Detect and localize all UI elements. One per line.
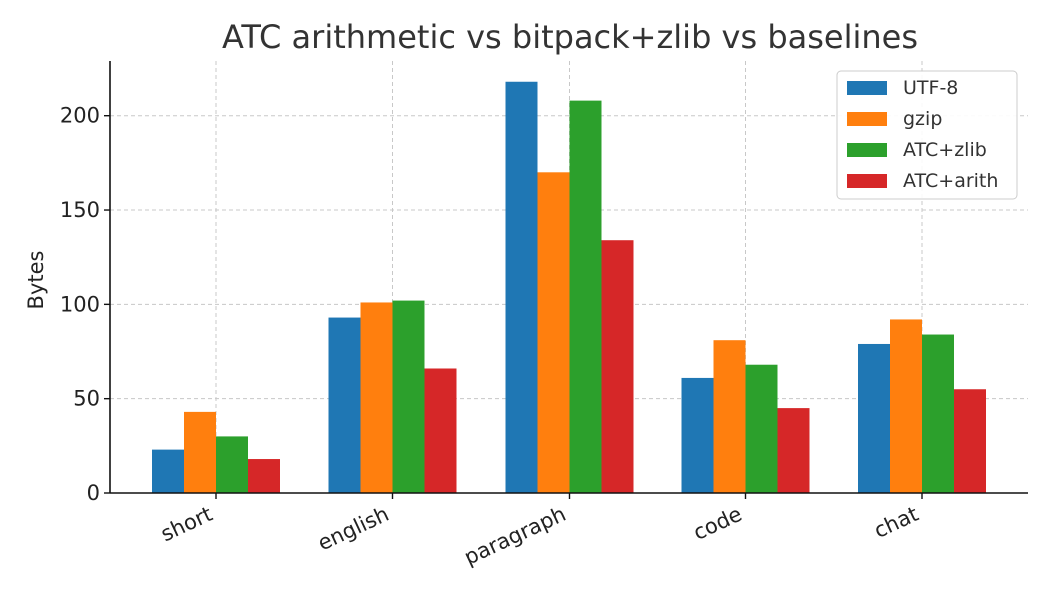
bar-english-2 (392, 300, 425, 493)
x-tick-label-code: code (690, 502, 746, 545)
bar-english-3 (424, 368, 457, 493)
y-tick-label: 150 (60, 198, 100, 222)
bar-chat-2 (922, 334, 954, 493)
bar-code-0 (681, 377, 714, 493)
legend-label-2: ATC+zlib (903, 139, 987, 161)
x-tick-label-chat: chat (870, 502, 922, 543)
bar-chat-0 (858, 343, 890, 493)
y-ticks: 0 50 100 150 200 (60, 104, 110, 505)
bar-english-0 (328, 317, 361, 493)
y-axis-label: Bytes (24, 251, 48, 310)
bar-paragraph-2 (569, 100, 602, 493)
legend-swatch-0 (847, 81, 887, 95)
bar-chat-1 (890, 319, 922, 493)
legend-swatch-2 (847, 143, 887, 157)
bar-short-2 (216, 436, 248, 493)
bar-code-1 (713, 340, 746, 493)
legend-label-1: gzip (903, 108, 942, 130)
legend-swatch-1 (847, 112, 887, 126)
chart-title: ATC arithmetic vs bitpack+zlib vs baseli… (222, 18, 918, 56)
x-tick-label-short: short (157, 502, 216, 547)
bar-paragraph-1 (537, 172, 570, 493)
bar-paragraph-3 (601, 240, 634, 493)
x-tick-label-english: english (314, 502, 393, 556)
y-tick-label: 50 (73, 387, 100, 411)
legend-box (836, 70, 1018, 200)
y-tick-label: 200 (60, 104, 100, 128)
legend-label-0: UTF-8 (903, 77, 958, 99)
x-tick-label-paragraph: paragraph (461, 502, 570, 570)
bar-code-2 (745, 364, 778, 493)
bar-code-3 (777, 408, 810, 493)
bar-short-0 (152, 449, 184, 493)
y-tick-label: 100 (60, 292, 100, 316)
bar-short-3 (248, 459, 280, 493)
bar-english-1 (360, 302, 393, 493)
legend-swatch-3 (847, 174, 887, 188)
bar-chat-3 (954, 389, 986, 493)
bars (152, 81, 986, 493)
legend: UTF-8 gzip ATC+zlib ATC+arith (836, 70, 1018, 200)
legend-label-3: ATC+arith (903, 170, 998, 192)
bar-short-1 (184, 411, 216, 493)
y-tick-label: 0 (87, 481, 100, 505)
x-ticks: short english paragraph code chat (157, 493, 923, 570)
bar-paragraph-0 (505, 81, 538, 493)
